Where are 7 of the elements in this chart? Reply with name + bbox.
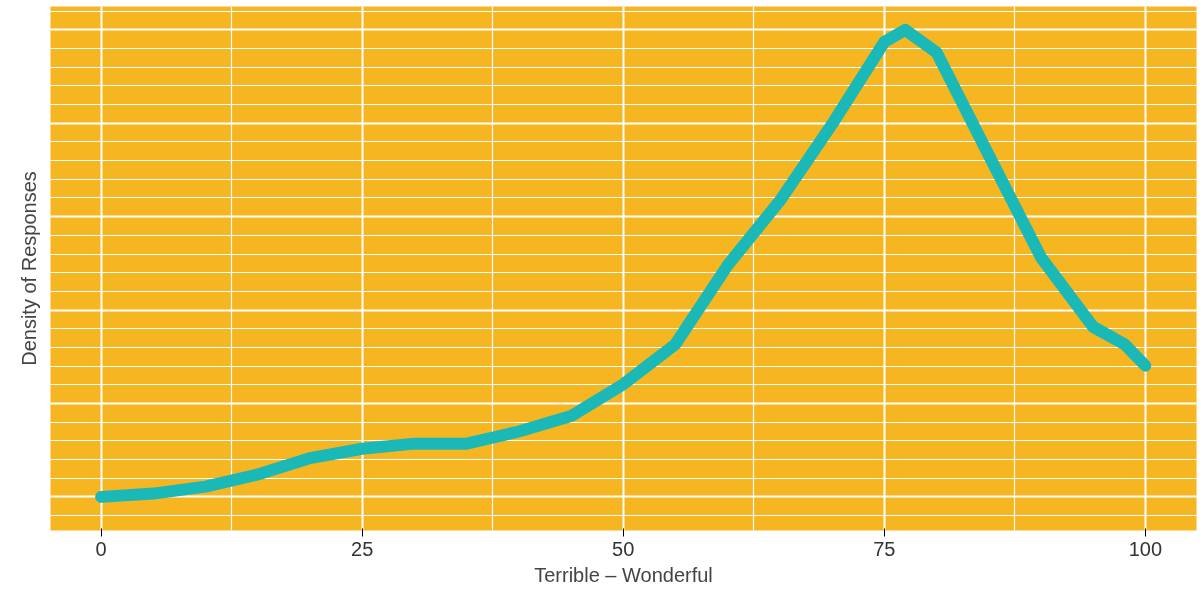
x-tick-label: 0 — [95, 537, 107, 560]
x-tick-label: 25 — [351, 537, 374, 560]
x-axis-title: Terrible – Wonderful — [534, 563, 713, 586]
y-axis-title: Density of Responses — [17, 171, 40, 366]
x-tick-label: 100 — [1128, 537, 1163, 560]
x-tick-label: 75 — [873, 537, 896, 560]
x-tick-label: 50 — [612, 537, 635, 560]
